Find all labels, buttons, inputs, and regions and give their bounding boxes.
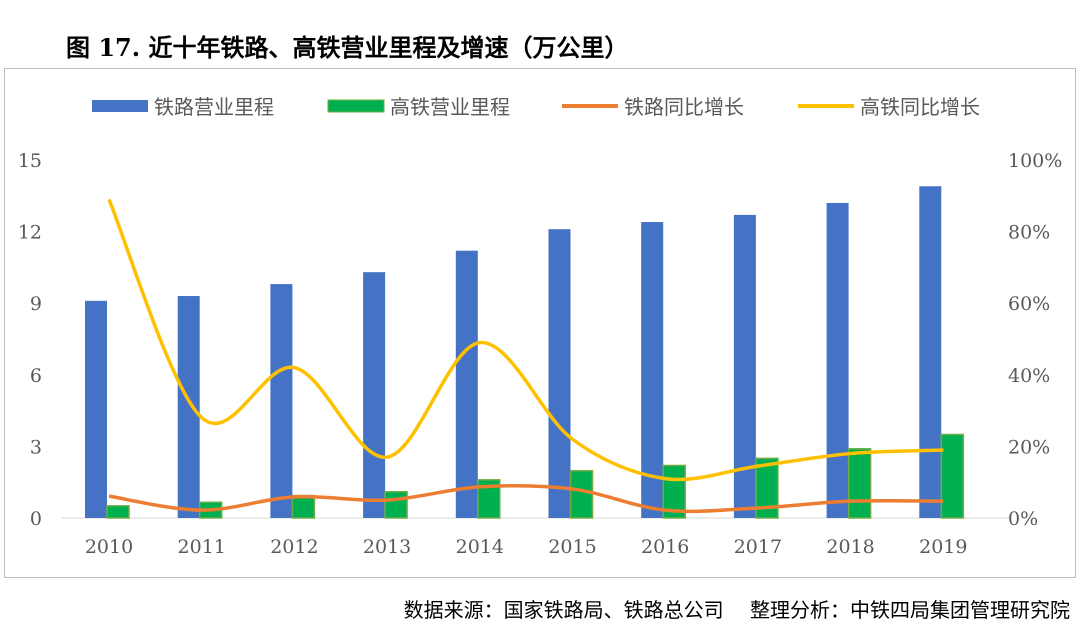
right-tick-label: 40% <box>1008 365 1050 387</box>
bar-railway <box>548 229 571 519</box>
line-hsr-growth <box>107 198 944 482</box>
right-tick-label: 80% <box>1008 222 1050 244</box>
left-tick-label: 15 <box>18 150 42 172</box>
bar-railway <box>270 284 293 518</box>
left-tick-label: 9 <box>30 293 42 315</box>
left-tick-label: 3 <box>30 436 42 458</box>
category-label: 2018 <box>826 536 874 558</box>
left-tick-label: 0 <box>30 508 42 530</box>
legend-label: 铁路同比增长 <box>624 95 744 119</box>
legend-label: 铁路营业里程 <box>154 95 274 119</box>
bar-railway <box>455 250 478 518</box>
line-railway-growth <box>108 483 944 514</box>
bar-hsr <box>477 479 501 519</box>
category-label: 2016 <box>641 536 689 558</box>
category-label: 2013 <box>363 536 411 558</box>
category-label: 2012 <box>270 536 318 558</box>
right-tick-label: 60% <box>1008 293 1050 315</box>
bar-hsr <box>569 469 594 519</box>
right-tick-label: 20% <box>1008 436 1050 458</box>
source-note: 数据来源：国家铁路局、铁路总公司 整理分析：中铁四局集团管理研究院 <box>403 598 1070 622</box>
bar-railway <box>177 296 200 518</box>
legend-label: 高铁同比增长 <box>860 95 980 119</box>
category-label: 2014 <box>456 536 504 558</box>
bar-hsr <box>106 505 130 519</box>
category-label: 2015 <box>548 536 596 558</box>
left-tick-label: 6 <box>30 365 42 387</box>
left-tick-label: 12 <box>18 222 42 244</box>
category-label: 2017 <box>734 536 782 558</box>
bar-railway <box>826 202 849 518</box>
bar-hsr <box>291 494 316 519</box>
bar-railway <box>733 214 756 519</box>
bar-railway <box>363 272 386 518</box>
chart-title: 图 17. 近十年铁路、高铁营业里程及增速（万公里） <box>66 33 629 62</box>
bar-hsr <box>384 490 408 519</box>
bar-railway <box>85 300 107 518</box>
right-tick-label: 0% <box>1008 508 1038 530</box>
legend-swatch <box>327 99 385 113</box>
category-label: 2010 <box>85 536 133 558</box>
category-label: 2011 <box>178 536 226 558</box>
legend-swatch <box>92 100 148 112</box>
bar-hsr <box>940 433 965 519</box>
bar-railway <box>641 222 664 518</box>
bar-railway <box>919 186 942 518</box>
chart-frame <box>4 68 1076 578</box>
right-tick-label: 100% <box>1008 150 1062 172</box>
bar-hsr <box>847 448 872 519</box>
category-label: 2019 <box>919 536 967 558</box>
legend-label: 高铁营业里程 <box>390 95 510 119</box>
bar-hsr <box>755 457 779 519</box>
